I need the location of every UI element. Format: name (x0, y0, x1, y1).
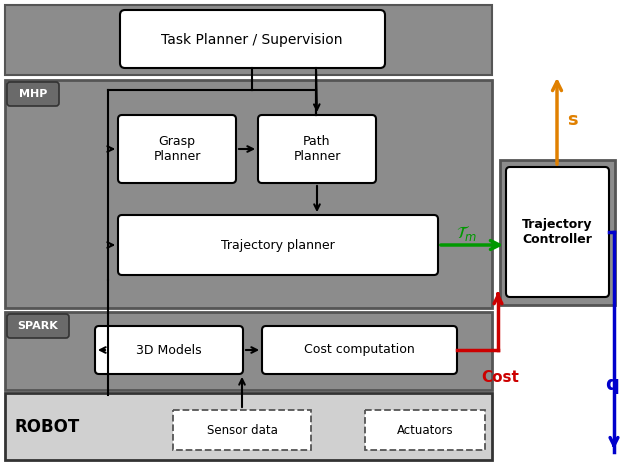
FancyBboxPatch shape (7, 314, 69, 338)
Text: q: q (605, 375, 619, 395)
Bar (365, 410, 485, 450)
Bar (5, 5, 492, 75)
Text: $\mathcal{T}_m$: $\mathcal{T}_m$ (456, 223, 477, 243)
Text: Sensor data: Sensor data (207, 424, 278, 437)
Text: ROBOT: ROBOT (15, 418, 80, 436)
FancyBboxPatch shape (506, 167, 609, 297)
Bar (5, 393, 492, 460)
FancyBboxPatch shape (95, 326, 243, 374)
FancyBboxPatch shape (262, 326, 457, 374)
Text: Path
Planner: Path Planner (293, 135, 341, 163)
FancyBboxPatch shape (118, 115, 236, 183)
Bar (5, 312, 492, 390)
FancyBboxPatch shape (258, 115, 376, 183)
Bar (5, 80, 492, 308)
Text: Cost computation: Cost computation (304, 344, 415, 356)
Text: Actuators: Actuators (397, 424, 453, 437)
Text: Trajectory
Controller: Trajectory Controller (522, 218, 593, 246)
FancyBboxPatch shape (120, 10, 385, 68)
Bar (173, 410, 311, 450)
Bar (500, 160, 615, 305)
Text: s: s (567, 111, 578, 129)
Text: 3D Models: 3D Models (136, 344, 202, 356)
Text: Trajectory planner: Trajectory planner (221, 239, 335, 252)
Text: Task Planner / Supervision: Task Planner / Supervision (161, 33, 343, 47)
FancyBboxPatch shape (118, 215, 438, 275)
FancyBboxPatch shape (7, 82, 59, 106)
Text: MHP: MHP (19, 89, 47, 99)
Text: SPARK: SPARK (17, 321, 58, 331)
Text: Cost: Cost (481, 370, 519, 385)
Text: Grasp
Planner: Grasp Planner (153, 135, 201, 163)
